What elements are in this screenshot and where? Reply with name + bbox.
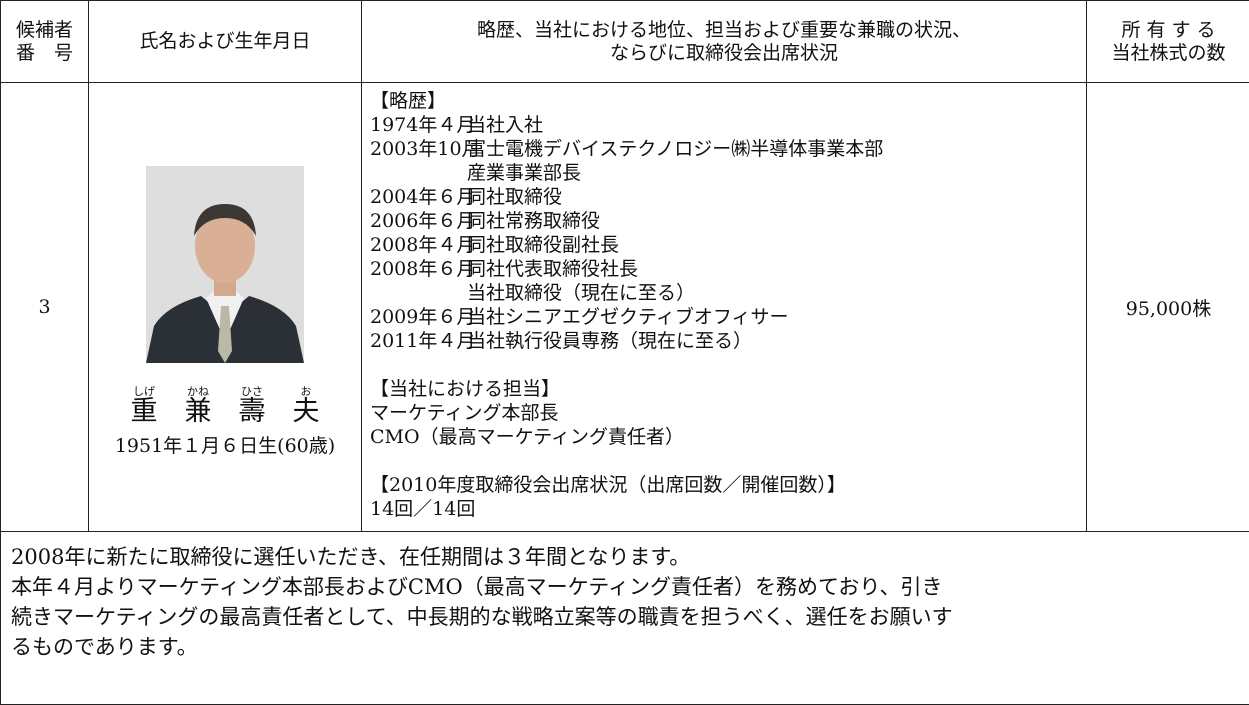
name-char: 重 xyxy=(131,397,158,427)
furigana: かね xyxy=(187,383,209,397)
header-shares-line: 所 有 す る xyxy=(1087,19,1249,42)
name-group: しげ重かね兼ひさ壽お夫 xyxy=(89,383,361,427)
shares-value: 95,000株 xyxy=(1087,83,1249,532)
header-career-line: 略歴、当社における地位、担当および重要な兼職の状況、 xyxy=(362,19,1086,42)
header-career-line: ならびに取締役会出席状況 xyxy=(362,42,1086,65)
name-char: 壽 xyxy=(239,397,266,427)
reason-line: るものであります。 xyxy=(11,632,1240,662)
spacer xyxy=(370,353,1078,377)
career-text: 当社取締役（現在に至る） xyxy=(467,281,695,305)
birth-date: 1951年１月６日生(60歳) xyxy=(89,431,361,458)
header-name: 氏名および生年月日 xyxy=(89,1,362,83)
date-spacer xyxy=(370,161,467,185)
name-char-group: ひさ壽 xyxy=(232,383,272,427)
header-shares: 所 有 す る当社株式の数 xyxy=(1087,1,1249,83)
name-char-group: かね兼 xyxy=(178,383,218,427)
career-date: 2008年６月 xyxy=(370,257,467,281)
header-career: 略歴、当社における地位、担当および重要な兼職の状況、ならびに取締役会出席状況 xyxy=(362,1,1087,83)
career-text: 当社シニアエグゼクティブオフィサー xyxy=(467,305,788,329)
career-text: 当社入社 xyxy=(467,113,543,137)
career-row: 2004年６月同社取締役 xyxy=(370,185,1078,209)
career-text: 当社執行役員専務（現在に至る） xyxy=(467,329,752,353)
name-char-group: お夫 xyxy=(286,383,326,427)
career-date: 2008年４月 xyxy=(370,233,467,257)
career-text: 産業事業部長 xyxy=(467,161,581,185)
reason-line: 2008年に新たに取締役に選任いただき、在任期間は３年間となります。 xyxy=(11,542,1240,572)
career-text: 富士電機デバイステクノロジー㈱半導体事業本部 xyxy=(467,137,883,161)
career-text: 同社取締役副社長 xyxy=(467,233,619,257)
career-row: 2008年４月同社取締役副社長 xyxy=(370,233,1078,257)
career-row: 産業事業部長 xyxy=(370,161,1078,185)
career-row: 1974年４月当社入社 xyxy=(370,113,1078,137)
furigana: ひさ xyxy=(241,383,263,397)
career-date: 2006年６月 xyxy=(370,209,467,233)
career-row: 当社取締役（現在に至る） xyxy=(370,281,1078,305)
career-date: 2009年６月 xyxy=(370,305,467,329)
furigana: しげ xyxy=(133,383,155,397)
career-row: 2008年６月同社代表取締役社長 xyxy=(370,257,1078,281)
footer-row: 2008年に新たに取締役に選任いただき、在任期間は３年間となります。本年４月より… xyxy=(1,532,1249,705)
date-spacer xyxy=(370,281,467,305)
duties-heading: 【当社における担当】 xyxy=(370,377,1078,401)
reason-line: 本年４月よりマーケティング本部長およびCMO（最高マーケティング責任者）を務めて… xyxy=(11,572,1240,602)
body-row: 3 しげ重かね兼ひさ壽お夫 1951年１月６日生(60歳) 【略歴】1974年４… xyxy=(1,83,1249,532)
career-date: 2003年10月 xyxy=(370,137,467,161)
header-number: 候補者番 号 xyxy=(1,1,89,83)
career-row: 2006年６月同社常務取締役 xyxy=(370,209,1078,233)
career-text: 同社常務取締役 xyxy=(467,209,600,233)
duties-line: マーケティング本部長 xyxy=(370,401,1078,425)
career-row: 2003年10月富士電機デバイステクノロジー㈱半導体事業本部 xyxy=(370,137,1078,161)
candidate-number: 3 xyxy=(1,83,89,532)
name-char: 夫 xyxy=(293,397,320,427)
header-shares-line: 当社株式の数 xyxy=(1087,42,1249,65)
career-row: 2011年４月当社執行役員専務（現在に至る） xyxy=(370,329,1078,353)
duties-line: CMO（最高マーケティング責任者） xyxy=(370,425,1078,449)
reason-cell: 2008年に新たに取締役に選任いただき、在任期間は３年間となります。本年４月より… xyxy=(1,532,1249,705)
career-row: 2009年６月当社シニアエグゼクティブオフィサー xyxy=(370,305,1078,329)
career-heading: 【略歴】 xyxy=(370,89,1078,113)
career-text: 同社取締役 xyxy=(467,185,562,209)
name-char-group: しげ重 xyxy=(124,383,164,427)
spacer xyxy=(370,449,1078,473)
header-number-line: 番 号 xyxy=(1,42,88,65)
reason-line: 続きマーケティングの最高責任者として、中長期的な戦略立案等の職責を担うべく、選任… xyxy=(11,602,1240,632)
header-number-line: 候補者 xyxy=(1,19,88,42)
career-date: 1974年４月 xyxy=(370,113,467,137)
furigana: お xyxy=(301,383,312,397)
career-text: 同社代表取締役社長 xyxy=(467,257,638,281)
name-char: 兼 xyxy=(185,397,212,427)
career-date: 2011年４月 xyxy=(370,329,467,353)
portrait-photo xyxy=(146,166,304,363)
header-row: 候補者番 号 氏名および生年月日 略歴、当社における地位、担当および重要な兼職の… xyxy=(1,1,1249,83)
name-cell: しげ重かね兼ひさ壽お夫 1951年１月６日生(60歳) xyxy=(89,83,362,532)
attendance-heading: 【2010年度取締役会出席状況（出席回数／開催回数）】 xyxy=(370,473,1078,497)
career-date: 2004年６月 xyxy=(370,185,467,209)
attendance-line: 14回／14回 xyxy=(370,497,1078,521)
